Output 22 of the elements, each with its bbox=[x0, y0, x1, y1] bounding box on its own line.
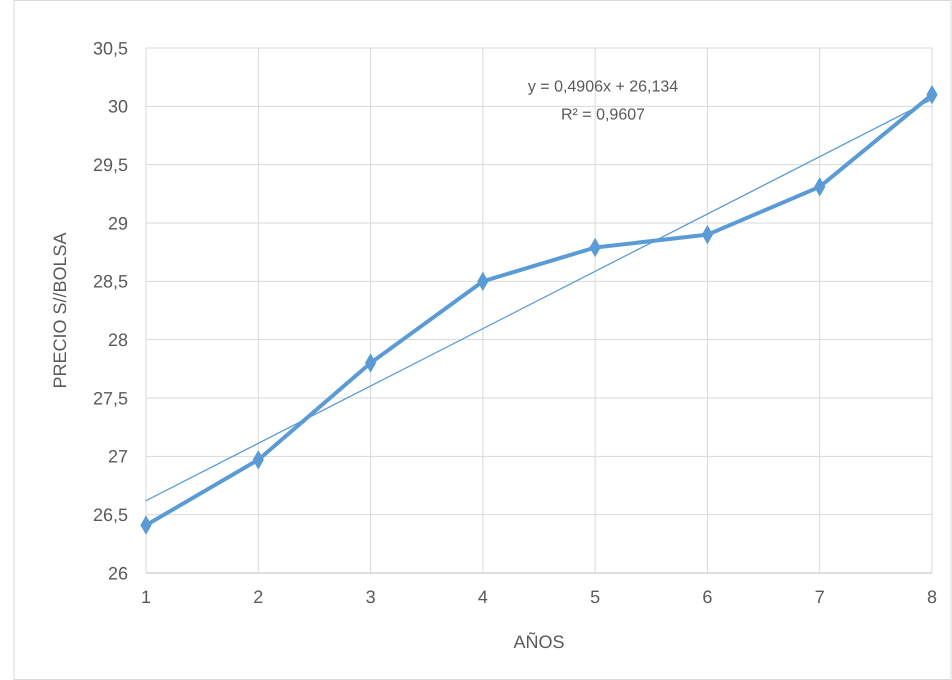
y-tick-label: 26,5 bbox=[92, 504, 128, 525]
y-tick-label: 29 bbox=[108, 213, 128, 234]
x-tick-label: 2 bbox=[253, 587, 264, 607]
y-tick-label: 28,5 bbox=[92, 272, 128, 292]
y-tick-label: 30 bbox=[108, 96, 128, 117]
x-tick-label: 1 bbox=[140, 587, 152, 607]
annotation: R² = 0,9607 bbox=[560, 106, 646, 124]
x-tick-label: 7 bbox=[814, 587, 825, 607]
annotation: y = 0,4906x + 26,134 bbox=[528, 78, 678, 96]
y-tick-label: 26 bbox=[108, 563, 128, 584]
y-tick-label: 27,5 bbox=[92, 388, 128, 408]
x-axis-title: AÑOS bbox=[513, 632, 565, 652]
x-tick-label: 5 bbox=[590, 587, 600, 607]
y-axis-title: PRECIO S//BOLSA bbox=[50, 232, 70, 389]
x-tick-label: 4 bbox=[478, 587, 488, 607]
y-tick-label: 27 bbox=[108, 446, 128, 467]
y-tick-label: 30,5 bbox=[92, 38, 128, 58]
x-tick-label: 3 bbox=[366, 587, 376, 607]
y-tick-label: 28 bbox=[108, 330, 128, 350]
x-tick-label: 6 bbox=[702, 587, 712, 607]
y-tick-label: 29,5 bbox=[92, 154, 128, 175]
x-tick-label: 8 bbox=[926, 587, 938, 607]
